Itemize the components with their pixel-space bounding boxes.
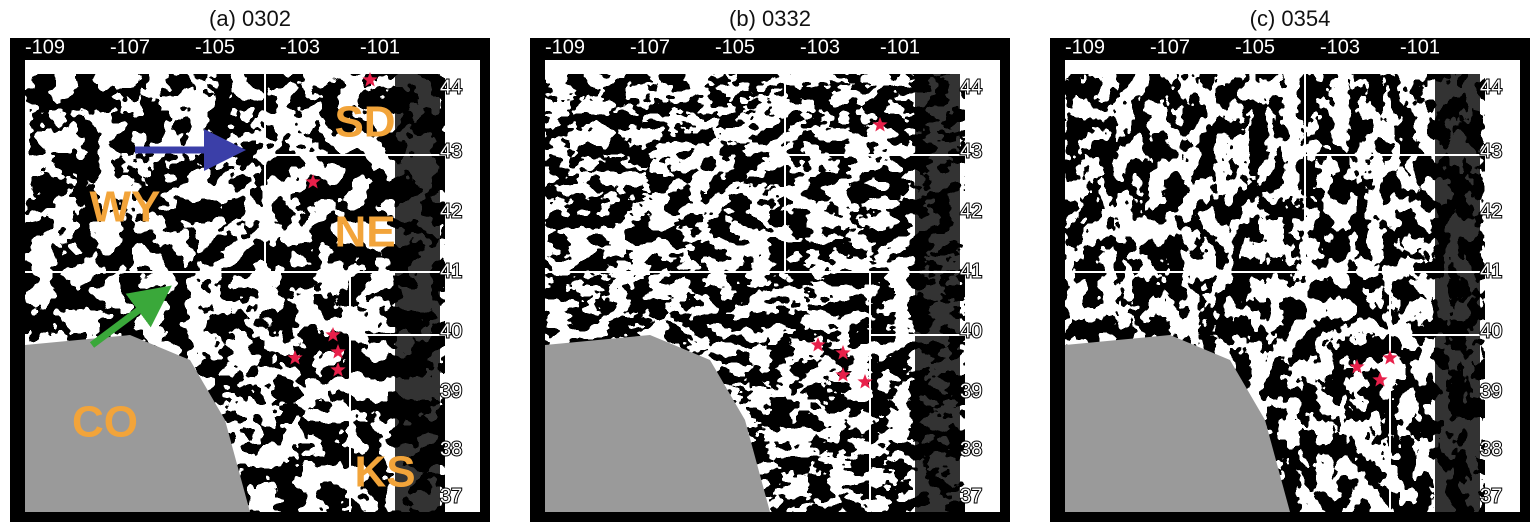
right-strip [1435,60,1480,512]
figure-svg: (a) 0302 -109 -107 -105 -103 -101 44 43 42 41 40 39… [0,0,1537,523]
lon-label: -103 [1320,36,1360,58]
lat-label: 40 [960,320,982,342]
lon-label: -109 [545,36,585,58]
state-label: NE [334,208,395,257]
lon-label: -109 [25,36,65,58]
lat-label: 43 [440,140,462,162]
lon-label: -101 [360,36,400,58]
lat-label: 38 [440,438,462,460]
lon-label: -101 [880,36,920,58]
lat-label: 44 [440,76,462,98]
lon-label: -105 [195,36,235,58]
lat-label: 44 [1480,76,1502,98]
lon-label: -101 [1400,36,1440,58]
lat-label: 43 [1480,140,1502,162]
lat-label: 41 [440,260,462,282]
lat-label: 37 [960,485,982,507]
state-label: WY [90,183,161,232]
panel: (b) 0332 -109 -107 -105 -103 -101 44 43 42 41 40 39… [530,6,1010,522]
lat-label: 38 [960,438,982,460]
lat-label: 43 [960,140,982,162]
lon-label: -107 [110,36,150,58]
lat-label: 41 [1480,260,1502,282]
panel-title: (a) 0302 [209,6,291,31]
lon-label: -107 [1150,36,1190,58]
inner-ticks-bar [25,60,480,74]
lon-label: -103 [280,36,320,58]
state-label: SD [334,98,395,147]
inner-ticks-bar [1065,60,1520,74]
lat-label: 42 [440,200,462,222]
lat-label: 40 [1480,320,1502,342]
lon-label: -103 [800,36,840,58]
right-strip [395,60,440,512]
lat-label: 39 [440,380,462,402]
lon-label: -107 [630,36,670,58]
state-label: KS [354,448,415,497]
lon-label: -105 [1235,36,1275,58]
panel: (a) 0302 -109 -107 -105 -103 -101 44 43 42 41 40 39… [10,6,490,522]
panel: (c) 0354 -109 -107 -105 -103 -101 44 43 42 41 40 39… [1050,6,1530,522]
lat-label: 42 [960,200,982,222]
lon-label: -109 [1065,36,1105,58]
lat-label: 37 [1480,485,1502,507]
lat-label: 42 [1480,200,1502,222]
inner-ticks-bar [545,60,1000,74]
state-label: CO [72,398,138,447]
figure: (a) 0302 -109 -107 -105 -103 -101 44 43 42 41 40 39… [0,0,1537,523]
lat-label: 37 [440,485,462,507]
panel-title: (c) 0354 [1250,6,1331,31]
right-strip [915,60,960,512]
lat-label: 39 [1480,380,1502,402]
panel-title: (b) 0332 [729,6,811,31]
lat-label: 41 [960,260,982,282]
lat-label: 38 [1480,438,1502,460]
lat-label: 44 [960,76,982,98]
lon-label: -105 [715,36,755,58]
lat-label: 39 [960,380,982,402]
lat-label: 40 [440,320,462,342]
